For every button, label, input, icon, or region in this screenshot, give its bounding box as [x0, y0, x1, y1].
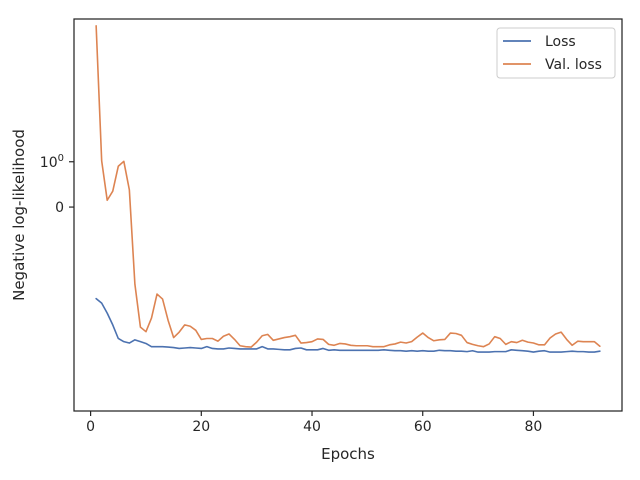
x-axis-label: Epochs	[321, 445, 375, 463]
y-tick-label-base: 10	[40, 155, 58, 171]
x-tick-label: 60	[414, 419, 432, 435]
series-group	[95, 24, 601, 353]
y-axis-label: Negative log-likelihood	[10, 129, 28, 301]
legend-label-0: Loss	[545, 34, 576, 50]
legend-label-1: Val. loss	[545, 57, 602, 73]
plot-frame	[73, 18, 623, 412]
y-tick-label: 100	[40, 153, 64, 171]
series-line-0	[95, 297, 601, 353]
x-tick-label: 20	[192, 419, 210, 435]
plot-area	[73, 18, 623, 412]
x-tick-label: 40	[303, 419, 321, 435]
x-axis-ticks: 0 20 40 60 80	[86, 411, 542, 435]
x-tick-label: 0	[86, 419, 95, 435]
x-tick-label: 80	[525, 419, 543, 435]
legend: Loss Val. loss	[496, 27, 616, 79]
series-line-1	[95, 24, 601, 348]
y-tick-label-exponent: 0	[58, 153, 64, 164]
y-tick-label: 0	[55, 200, 64, 216]
